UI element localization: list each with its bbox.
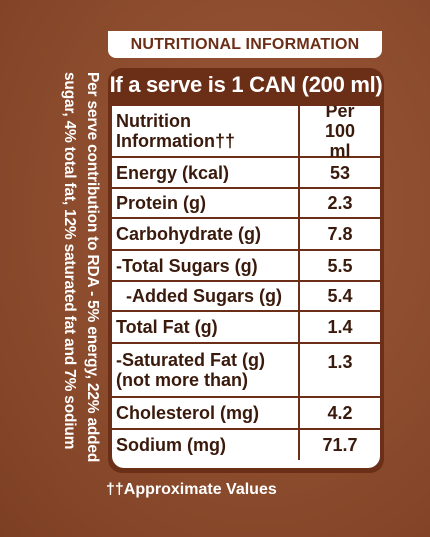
nutrient-label: Cholesterol (mg) (112, 398, 300, 428)
nutrient-label: Total Fat (g) (112, 312, 300, 342)
table-row: Energy (kcal) 53 (112, 158, 380, 189)
nutrient-label: -Saturated Fat (g) (not more than) (112, 344, 300, 396)
header-cell: Nutrition Information†† (116, 111, 236, 151)
footnote: ††Approximate Values (106, 481, 277, 498)
nutrient-value: 7.8 (327, 224, 353, 244)
nutrient-label: Protein (g) (112, 189, 300, 217)
table-row: -Saturated Fat (g) (not more than) 1.3 (112, 344, 380, 398)
nutrient-label: Sodium (mg) (112, 430, 300, 460)
nutrient-value: 2.3 (327, 193, 353, 213)
nutrient-value: 53 (329, 162, 351, 183)
nutrient-value: 5.5 (327, 255, 353, 276)
table-row: -Total Sugars (g) 5.5 (112, 251, 380, 282)
panel: If a serve is 1 CAN (200 ml) Nutrition I… (108, 68, 384, 473)
table-row: Carbohydrate (g) 7.8 (112, 219, 380, 251)
title-tab: NUTRITIONAL INFORMATION (108, 31, 382, 58)
nutrient-value: 4.2 (327, 403, 353, 423)
header-row: Nutrition Information†† Per 100 ml (112, 106, 380, 161)
nutrient-value: 1.4 (327, 317, 353, 337)
nutrient-value: 5.4 (327, 286, 353, 306)
serving: If a serve is 1 CAN (200 ml) (109, 72, 383, 97)
nutrient-label: Energy (kcal) (112, 158, 300, 187)
nutrition-table: Nutrition Information†† Per 100 ml Energ… (112, 106, 380, 468)
nutrient-value: 71.7 (322, 435, 358, 455)
side-note: Per serve contribution to RDA - 5% energ… (61, 72, 101, 463)
nutrient-label: Carbohydrate (g) (112, 219, 300, 249)
table-row: Protein (g) 2.3 (112, 189, 380, 219)
spacer (262, 106, 300, 156)
nutrient-label: -Added Sugars (g) (112, 282, 300, 310)
nutrient-label: -Total Sugars (g) (112, 251, 300, 280)
table-row: Cholesterol (mg) 4.2 (112, 398, 380, 430)
table-row: -Added Sugars (g) 5.4 (112, 282, 380, 312)
header-cell: Per 100 ml (324, 106, 356, 161)
nutrient-value: 1.3 (327, 352, 353, 372)
table-row: Total Fat (g) 1.4 (112, 312, 380, 344)
table-row: Sodium (mg) 71.7 (112, 430, 380, 460)
